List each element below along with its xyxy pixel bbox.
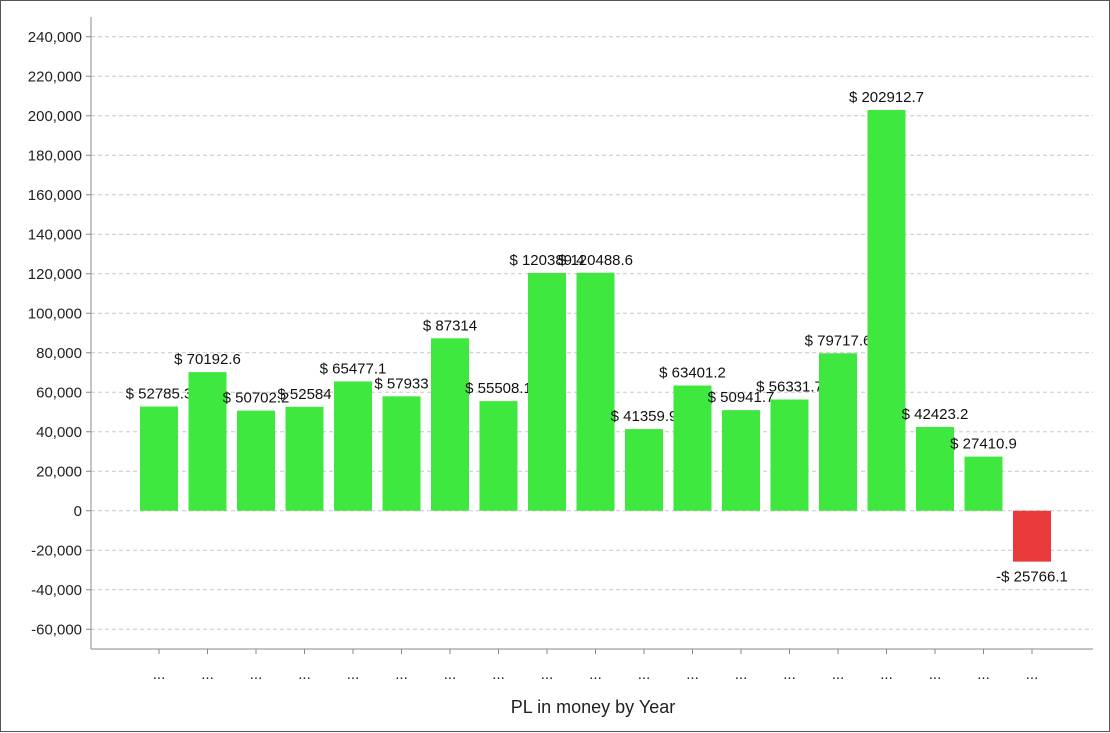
- x-tick-label: ...: [977, 666, 990, 683]
- y-tick-label: 0: [74, 503, 82, 520]
- y-tick-label: 160,000: [28, 187, 82, 204]
- bar[interactable]: [140, 406, 178, 511]
- y-tick-label: 100,000: [28, 305, 82, 322]
- data-label: $ 42423.2: [902, 406, 969, 423]
- y-tick-label: -20,000: [31, 542, 82, 559]
- bar[interactable]: [528, 272, 566, 511]
- bar[interactable]: [1013, 510, 1051, 562]
- bar[interactable]: [867, 109, 906, 511]
- x-tick-label: ...: [153, 666, 166, 683]
- y-tick-label: 180,000: [28, 147, 82, 164]
- data-label: $ 50702.2: [223, 390, 290, 407]
- bar[interactable]: [625, 429, 663, 511]
- x-tick-label: ...: [492, 666, 505, 683]
- x-tick-label: ...: [638, 666, 651, 683]
- x-tick-label: ...: [347, 666, 360, 683]
- bar[interactable]: [770, 399, 809, 511]
- bar[interactable]: [237, 410, 275, 511]
- data-label: $ 52584: [277, 386, 331, 403]
- y-tick-label: 20,000: [36, 463, 82, 480]
- x-tick-label: ...: [589, 666, 602, 683]
- data-label: $ 202912.7: [849, 89, 924, 106]
- bar[interactable]: [964, 456, 1003, 511]
- x-tick-label: ...: [735, 666, 748, 683]
- x-tick-label: ...: [201, 666, 214, 683]
- bar[interactable]: [431, 338, 469, 511]
- bar[interactable]: [285, 406, 324, 511]
- data-label: $ 57933: [374, 375, 428, 392]
- data-label: $ 120488.6: [558, 252, 633, 269]
- bar[interactable]: [576, 272, 615, 511]
- y-tick-label: -40,000: [31, 582, 82, 599]
- x-axis-title: PL in money by Year: [511, 697, 675, 717]
- bar[interactable]: [479, 401, 518, 511]
- bar[interactable]: [916, 426, 954, 511]
- data-label: $ 27410.9: [950, 436, 1017, 453]
- y-tick-label: 40,000: [36, 424, 82, 441]
- y-tick-label: 60,000: [36, 384, 82, 401]
- x-tick-label: ...: [395, 666, 408, 683]
- y-tick-label: 220,000: [28, 68, 82, 85]
- data-label: $ 50941.7: [708, 389, 775, 406]
- data-label: $ 120389.4: [509, 252, 584, 269]
- x-tick-label: ...: [444, 666, 457, 683]
- data-label: -$ 25766.1: [996, 569, 1068, 586]
- x-tick-label: ...: [783, 666, 796, 683]
- bar[interactable]: [382, 396, 421, 511]
- x-tick-label: ...: [298, 666, 311, 683]
- bar[interactable]: [819, 353, 857, 511]
- data-label: $ 79717.6: [805, 332, 872, 349]
- x-tick-label: ...: [929, 666, 942, 683]
- data-label: $ 52785.3: [126, 385, 193, 402]
- data-label: $ 70192.6: [174, 351, 241, 368]
- y-tick-label: 80,000: [36, 345, 82, 362]
- y-tick-label: -60,000: [31, 621, 82, 638]
- bar[interactable]: [673, 385, 712, 511]
- bar[interactable]: [334, 381, 372, 511]
- data-label: $ 55508.1: [465, 380, 532, 397]
- x-tick-label: ...: [1026, 666, 1039, 683]
- x-tick-label: ...: [880, 666, 893, 683]
- bar[interactable]: [722, 410, 760, 511]
- x-tick-label: ...: [250, 666, 263, 683]
- y-tick-label: 140,000: [28, 226, 82, 243]
- y-tick-label: 120,000: [28, 266, 82, 283]
- data-label: $ 87314: [423, 317, 477, 334]
- x-tick-label: ...: [832, 666, 845, 683]
- data-label: $ 41359.9: [611, 408, 678, 425]
- data-label: $ 56331.7: [756, 378, 823, 395]
- bar[interactable]: [188, 372, 227, 511]
- x-tick-label: ...: [541, 666, 554, 683]
- y-tick-label: 200,000: [28, 108, 82, 125]
- data-label: $ 63401.2: [659, 365, 726, 382]
- x-tick-label: ...: [686, 666, 699, 683]
- data-label: $ 65477.1: [320, 360, 387, 377]
- y-tick-label: 240,000: [28, 29, 82, 46]
